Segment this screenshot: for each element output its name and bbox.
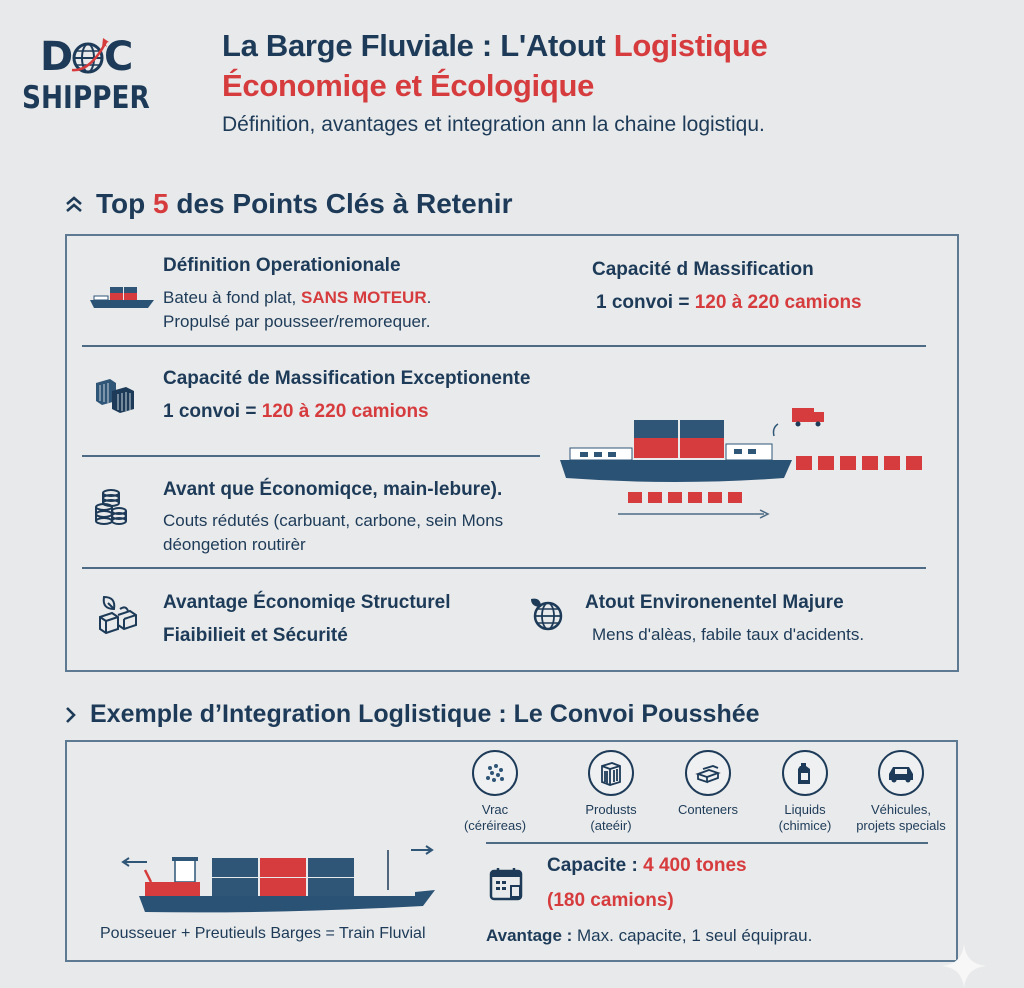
item-economic-text-line1: Couts rédutés (carbuant, carbone, sein M… — [163, 511, 504, 530]
page-title-line2: Économiqe et Écologique — [222, 68, 595, 103]
double-chevron-up-icon — [66, 196, 82, 212]
page-title-line1: La Barge Fluviale : L'Atout Logistique — [222, 28, 768, 64]
item-definition-text: Bateu à fond plat, SANS MOTEUR. — [163, 288, 432, 307]
divider — [82, 455, 540, 457]
globe-plane-icon — [71, 38, 109, 74]
convoy-caption: Pousseuer + Preutieuls Barges = Train Fl… — [100, 925, 426, 942]
item-economic-text-line2: déongetion routirèr — [163, 535, 306, 554]
pushed-convoy-illustration — [121, 845, 435, 913]
divider — [82, 345, 926, 347]
coins-icon — [95, 489, 127, 525]
title-dark-part: La Barge Fluviale : L'Atout — [222, 28, 614, 63]
capacity-line: Capacite : 4 400 tones — [547, 855, 747, 876]
eco-boxes-icon — [99, 595, 137, 635]
item-structural-title: Avantage Économiqe Structurel — [163, 592, 451, 613]
logo-shipper-text: SHIPPER — [22, 80, 150, 116]
divider — [82, 567, 926, 569]
divider — [486, 842, 928, 844]
containers-icon — [96, 379, 134, 413]
chevron-right-icon — [66, 706, 76, 723]
advantage-line: Avantage : Max. capacite, 1 seul équipra… — [486, 926, 813, 945]
truck-icon — [792, 408, 824, 427]
bulk-grain-icon — [472, 750, 518, 796]
sans-moteur-highlight: SANS MOTEUR — [301, 288, 427, 307]
docshipper-logo: D C SHIPPER — [18, 30, 168, 120]
item-capacity-value: 1 convoi = 120 à 220 camions — [596, 292, 862, 313]
category-vehicles: Véhicules, projets specials — [846, 750, 956, 834]
sparkle-icon — [942, 944, 986, 988]
category-products: Produsts (ateéir) — [556, 750, 666, 834]
item-environment-title: Atout Environenentel Majure — [585, 592, 844, 613]
section-heading-top5: Top 5 des Points Clés à Retenir — [62, 188, 512, 220]
capacity-value: 4 400 tones — [643, 855, 747, 876]
category-liquids: Liquids (chimice) — [750, 750, 860, 834]
item-definition-title: Définition Operationionale — [163, 255, 401, 276]
page-subtitle: Définition, avantages et integration ann… — [222, 113, 765, 136]
car-icon — [878, 750, 924, 796]
containers-icon — [685, 750, 731, 796]
item-environment-text: Mens d'alèas, fabile taux d'acidents. — [592, 625, 865, 644]
capacity-trucks: (180 camions) — [547, 890, 674, 911]
item-massification-title: Capacité de Massification Exceptionente — [163, 368, 531, 389]
key-points-panel — [65, 234, 959, 672]
section-heading-example: Exemple d’Integration Loglistique : Le C… — [62, 700, 760, 729]
barge-icon — [90, 287, 154, 308]
top-number: 5 — [153, 188, 169, 219]
barge-vs-trucks-illustration — [560, 408, 922, 519]
title-red-part: Logistique — [613, 28, 768, 63]
category-containers: Conteners — [653, 750, 763, 818]
liquid-canister-icon — [782, 750, 828, 796]
item-capacity-title: Capacité d Massification — [592, 259, 814, 280]
item-economic-title: Avant que Économiqce, main-lebure). — [163, 479, 503, 500]
steel-products-icon — [588, 750, 634, 796]
item-massification-value: 1 convoi = 120 à 220 camions — [163, 401, 429, 422]
calendar-icon — [489, 868, 523, 901]
item-definition-text-line2: Propulsé par pousseer/remorequer. — [163, 312, 431, 331]
item-structural-text: Fiaibilieit et Sécurité — [163, 625, 348, 646]
category-bulk: Vrac (céréireas) — [440, 750, 550, 834]
eco-globe-icon — [531, 598, 563, 631]
